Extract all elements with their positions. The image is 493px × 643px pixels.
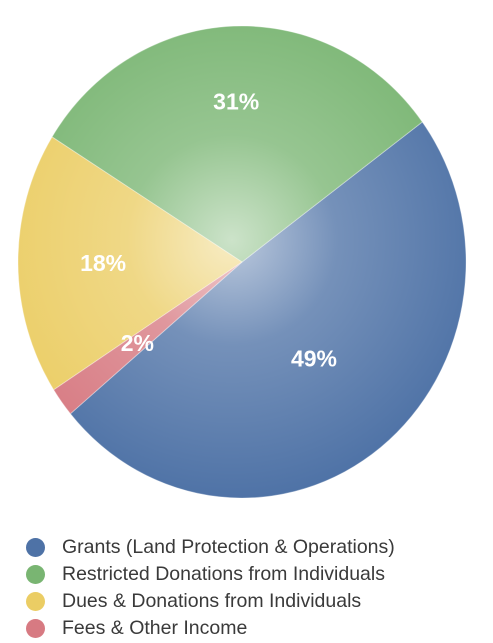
legend-item-dues-donations: Dues & Donations from Individuals: [26, 588, 486, 615]
legend-swatch-fees-other-income: [26, 619, 45, 638]
legend: Grants (Land Protection & Operations) Re…: [26, 534, 486, 642]
legend-swatch-restricted-donations: [26, 565, 45, 584]
legend-label-grants: Grants (Land Protection & Operations): [62, 536, 395, 558]
legend-item-grants: Grants (Land Protection & Operations): [26, 534, 486, 561]
legend-swatch-dues-donations: [26, 592, 45, 611]
slice-label-fees-other-income: 2%: [121, 330, 154, 356]
legend-label-fees-other-income: Fees & Other Income: [62, 617, 248, 639]
legend-item-restricted-donations: Restricted Donations from Individuals: [26, 561, 486, 588]
legend-swatch-grants: [26, 538, 45, 557]
pie-chart: 49% 31% 18% 2%: [17, 25, 467, 499]
slice-label-restricted-donations: 31%: [213, 89, 259, 115]
slice-label-dues-donations: 18%: [80, 250, 126, 276]
slice-label-grants: 49%: [291, 345, 337, 371]
legend-label-restricted-donations: Restricted Donations from Individuals: [62, 563, 385, 585]
legend-label-dues-donations: Dues & Donations from Individuals: [62, 590, 362, 612]
legend-item-fees-other-income: Fees & Other Income: [26, 615, 486, 642]
